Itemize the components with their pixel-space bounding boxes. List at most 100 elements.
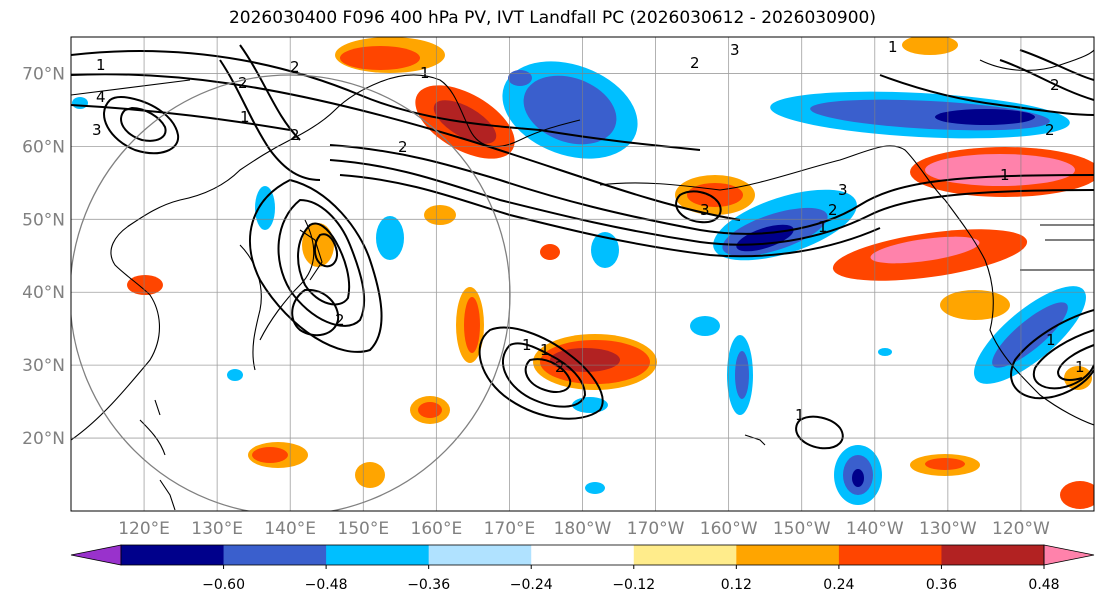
longitude-tick-labels: 120°E 130°E 140°E 150°E 160°E 170°E 180°W 170°W…: [118, 519, 1050, 539]
positive-anomaly-band: [355, 462, 385, 488]
contour-label: 1: [420, 64, 430, 82]
colorbar-extend-low: [70, 544, 122, 566]
positive-anomaly-band: [940, 290, 1010, 320]
colorbar-segment: [941, 545, 1045, 565]
contour-label: 1: [540, 341, 550, 359]
contour-label: 3: [700, 201, 710, 219]
contour-label: 1: [1046, 331, 1056, 349]
contour-label: 2: [1045, 121, 1055, 139]
longitude-tick-label: 160°W: [700, 519, 758, 539]
gridlines: [71, 37, 1094, 511]
colorbar-tick-label: −0.12: [612, 577, 655, 593]
positive-anomaly-band: [127, 275, 163, 295]
colorbar-segment: [428, 545, 532, 565]
positive-anomaly-band: [1060, 481, 1094, 509]
longitude-tick-label: 170°W: [627, 519, 685, 539]
longitude-tick-label: 130°E: [191, 519, 243, 539]
contour-label: 2: [290, 126, 300, 144]
negative-anomaly-band: [72, 97, 88, 109]
latitude-tick-label: 30°N: [22, 356, 65, 376]
longitude-tick-label: 140°E: [264, 519, 316, 539]
map-frame: [70, 36, 1095, 512]
longitude-tick-label: 160°E: [411, 519, 463, 539]
latitude-tick-label: 40°N: [22, 283, 65, 303]
latitude-tick-label: 20°N: [22, 429, 65, 449]
negative-anomaly-band: [591, 232, 619, 268]
contour-label: 1: [96, 56, 106, 74]
latitude-tick-label: 70°N: [22, 64, 65, 84]
longitude-tick-label: 150°W: [773, 519, 831, 539]
latitude-tick-label: 50°N: [22, 210, 65, 230]
contour-label: 2: [290, 58, 300, 76]
contour-label: 2: [335, 311, 345, 329]
positive-anomaly-band: [925, 458, 965, 470]
longitude-tick-label: 140°W: [846, 519, 904, 539]
colorbar-frame: [120, 544, 1045, 566]
colorbar-extend-high: [1043, 544, 1095, 566]
contour-label: 1: [1000, 166, 1010, 184]
contour-label: 2: [238, 74, 248, 92]
colorbar-tick-label: 0.12: [721, 577, 752, 593]
longitude-tick-label: 130°W: [919, 519, 977, 539]
positive-anomaly-band: [340, 46, 420, 70]
negative-anomaly-band: [508, 70, 532, 86]
positive-anomaly-band: [540, 244, 560, 260]
negative-anomaly-core: [735, 351, 749, 399]
contour-label: 1: [888, 38, 898, 56]
colorbar-tick-label: −0.36: [407, 577, 450, 593]
contour-label: 1: [1075, 358, 1085, 376]
colorbar-tick-label: −0.48: [305, 577, 348, 593]
pv-contours: [71, 44, 1094, 450]
contour-label: 1: [240, 108, 250, 126]
negative-anomaly-band: [227, 369, 243, 381]
colorbar-tick-label: −0.60: [202, 577, 245, 593]
colorbar-tick-label: 0.36: [926, 577, 957, 593]
colorbar-tick-label: 0.24: [823, 577, 854, 593]
longitude-tick-label: 150°E: [337, 519, 389, 539]
positive-anomaly-band: [464, 297, 480, 353]
negative-anomaly-band: [376, 216, 404, 260]
longitude-tick-label: 180°W: [554, 519, 612, 539]
contour-label: 2: [398, 138, 408, 156]
positive-anomaly-band: [418, 402, 442, 418]
pv-shading: [72, 37, 1094, 509]
latitude-tick-label: 60°N: [22, 137, 65, 157]
longitude-tick-label: 170°E: [484, 519, 536, 539]
negative-anomaly-core: [935, 109, 1035, 125]
contour-label: 3: [838, 181, 848, 199]
negative-anomaly-band: [585, 482, 605, 494]
colorbar-segment: [531, 545, 635, 565]
colorbar-tick-label: 0.48: [1028, 577, 1059, 593]
latitude-tick-labels: 20°N 30°N 40°N 50°N 60°N 70°N: [22, 64, 65, 449]
colorbar-segment: [121, 545, 225, 565]
contour-label: 4: [96, 88, 106, 106]
positive-anomaly-core: [870, 236, 980, 264]
negative-anomaly-band: [878, 348, 892, 356]
longitude-tick-label: 120°E: [118, 519, 170, 539]
map-content: 1 2 3 4 1 2 2 1 3 2 1 2 3 1 2 1 2 1 1 2 …: [71, 37, 1094, 511]
coastlines: [71, 49, 1094, 511]
colorbar-segment: [633, 545, 737, 565]
negative-anomaly-core: [852, 469, 864, 487]
contour-labels: 1 2 3 4 1 2 2 1 3 2 1 2 3 1 2 1 2 1 1 2 …: [92, 38, 1085, 424]
colorbar-segment: [223, 545, 327, 565]
positive-anomaly-band: [902, 37, 958, 55]
contour-label: 2: [828, 201, 838, 219]
longitude-tick-label: 120°W: [992, 519, 1050, 539]
contour-label: 2: [1050, 76, 1060, 94]
negative-anomaly-core: [523, 75, 617, 145]
contour-label: 1: [818, 218, 828, 236]
colorbar-segment: [838, 545, 942, 565]
contour-label: 1: [795, 406, 805, 424]
colorbar-segment: [736, 545, 840, 565]
positive-anomaly-band: [252, 447, 288, 463]
chart-title: 2026030400 F096 400 hPa PV, IVT Landfall…: [228, 8, 876, 28]
colorbar-segment: [326, 545, 430, 565]
colorbar: −0.60 −0.48 −0.36 −0.24 −0.12 0.12 0.24 0.36 0.4…: [70, 544, 1095, 593]
contour-label: 1: [522, 336, 532, 354]
positive-anomaly-band: [424, 205, 456, 225]
negative-anomaly-core: [992, 302, 1068, 368]
contour-label: 2: [690, 54, 700, 72]
colorbar-tick-label: −0.24: [510, 577, 553, 593]
